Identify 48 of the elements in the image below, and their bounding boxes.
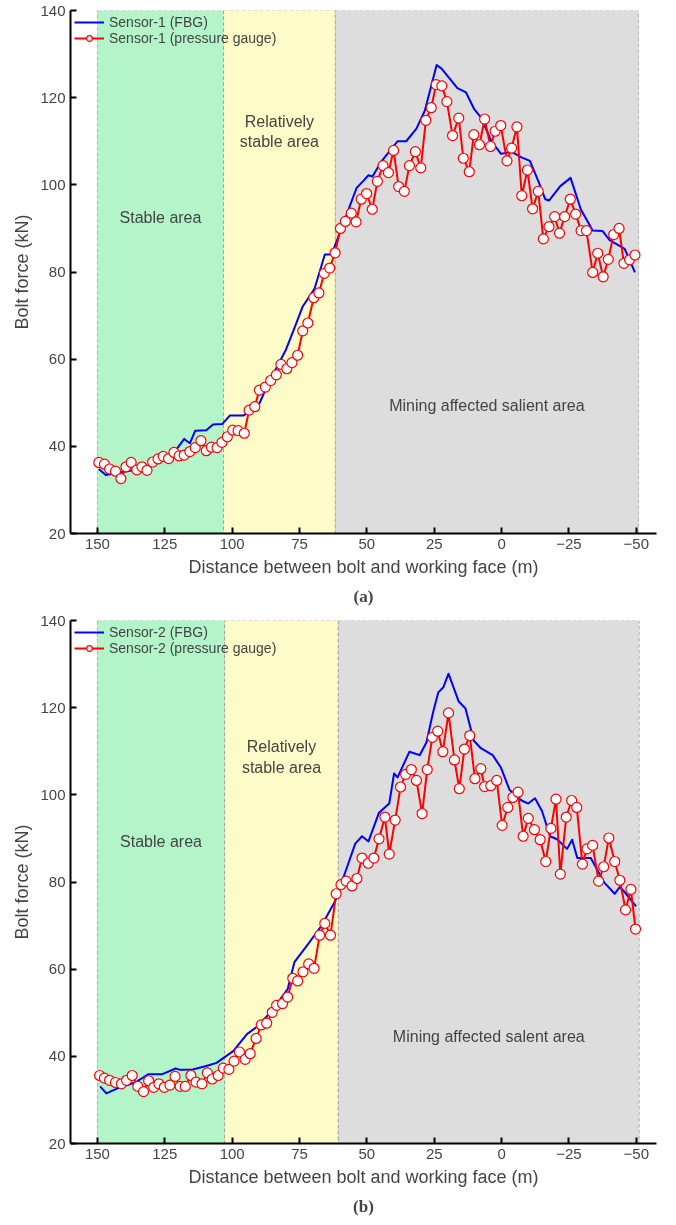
- band-label: Relatively stable area: [239, 112, 320, 151]
- x-tick-label: −50: [623, 534, 650, 552]
- x-axis-title: Distance between bolt and working face (m): [188, 1166, 539, 1187]
- band-label: Relatively stable area: [241, 738, 322, 776]
- band-label: Stable area: [120, 833, 203, 851]
- x-tick-label: 150: [84, 1144, 110, 1162]
- band-label: Stable area: [119, 208, 202, 226]
- y-tick-label: 80: [48, 873, 66, 890]
- legend-label: Sensor-2 (FBG): [109, 624, 208, 640]
- band-label: Mining affected salient area: [389, 396, 585, 414]
- x-tick-label: 75: [291, 534, 308, 552]
- y-tick-label: 20: [48, 1134, 66, 1152]
- x-tick-label: 25: [425, 534, 443, 552]
- x-tick-label: −25: [556, 1144, 582, 1162]
- y-tick-label: 120: [40, 88, 66, 106]
- x-tick-label: 50: [358, 1144, 376, 1162]
- x-tick-label: 125: [152, 534, 178, 552]
- x-tick-label: 75: [291, 1144, 308, 1162]
- x-tick-label: 0: [497, 534, 506, 552]
- x-tick-label: 150: [84, 534, 110, 552]
- y-tick-label: 40: [48, 1047, 66, 1065]
- x-tick-label: 25: [425, 1144, 443, 1162]
- y-tick-label: 100: [40, 785, 66, 803]
- text: (b): [353, 1196, 374, 1216]
- x-tick-label: 50: [358, 534, 376, 552]
- y-tick-label: 80: [48, 263, 66, 280]
- y-tick-label: 60: [48, 960, 66, 978]
- legend-label: Sensor-1 (pressure gauge): [109, 30, 277, 46]
- x-tick-label: 125: [152, 1144, 178, 1162]
- x-tick-label: 100: [219, 534, 245, 552]
- x-tick-label: −25: [556, 534, 582, 552]
- y-tick-label: 40: [48, 437, 66, 455]
- y-tick-label: 20: [48, 524, 66, 542]
- band-label: Mining affected salent area: [392, 1027, 585, 1045]
- y-tick-label: 120: [40, 698, 66, 716]
- text: (a): [353, 586, 374, 606]
- x-tick-label: 0: [497, 1144, 506, 1162]
- y-tick-label: 140: [40, 1, 66, 19]
- y-tick-label: 60: [48, 350, 66, 368]
- x-tick-label: 100: [219, 1144, 245, 1162]
- y-axis-title: Bolt force (kN): [12, 214, 33, 330]
- legend-label: Sensor-1 (FBG): [109, 14, 208, 30]
- y-tick-label: 100: [40, 175, 66, 193]
- y-axis-title: Bolt force (kN): [12, 824, 33, 940]
- y-tick-label: 140: [40, 611, 66, 629]
- x-axis-title: Distance between bolt and working face (m): [188, 556, 539, 577]
- legend-label: Sensor-2 (pressure gauge): [109, 640, 277, 656]
- x-tick-label: −50: [623, 1144, 650, 1162]
